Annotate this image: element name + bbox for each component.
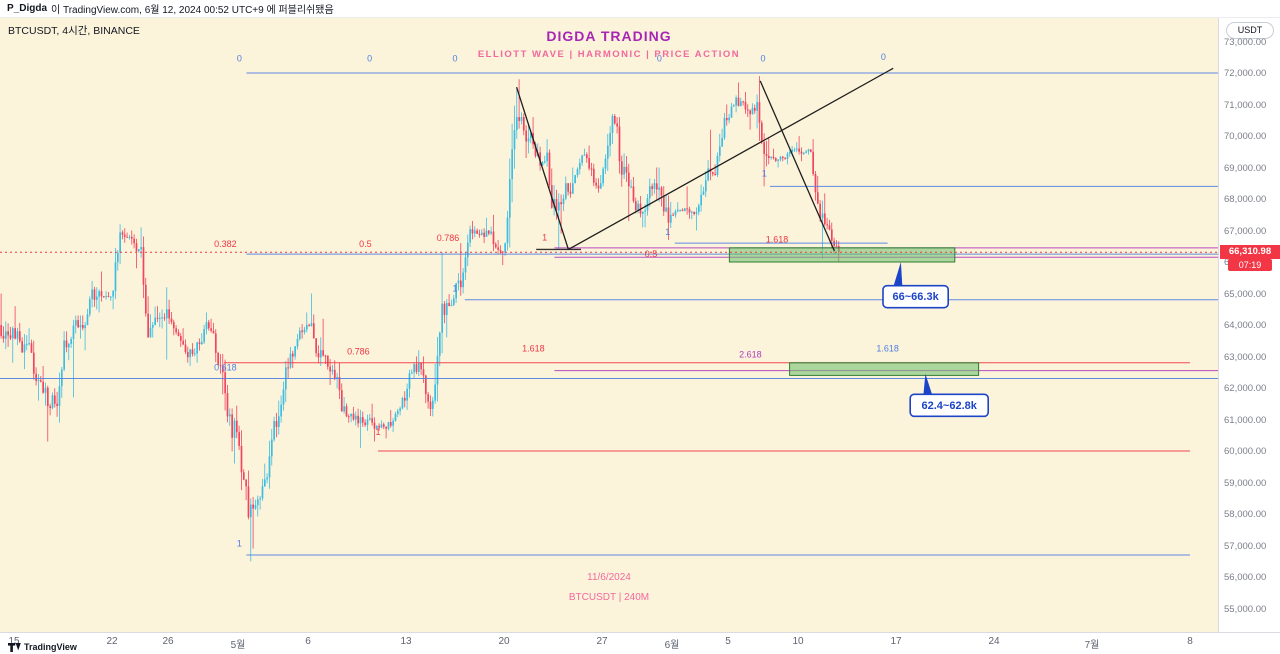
tradingview-logo[interactable]: TradingView — [8, 642, 77, 652]
trendlines[interactable] — [515, 67, 894, 252]
callout-label[interactable]: 66~66.3k — [882, 262, 949, 309]
price-axis-label: 57,000.00 — [1224, 540, 1267, 552]
svg-text:0.5: 0.5 — [645, 249, 658, 259]
chart-subtitle: ELLIOTT WAVE | HARMONIC | PRICE ACTION — [477, 49, 741, 60]
price-axis-label: 70,000.00 — [1224, 131, 1267, 142]
time-axis-label: 8 — [1187, 636, 1193, 647]
svg-text:62.4~62.8k: 62.4~62.8k — [922, 400, 978, 412]
svg-text:2.618: 2.618 — [739, 350, 762, 360]
time-axis-label: 6월 — [664, 640, 680, 651]
svg-text:1: 1 — [237, 539, 242, 549]
time-axis-label: 6 — [305, 636, 311, 647]
price-axis-label: 55,000.00 — [1224, 603, 1267, 615]
tradingview-mark — [8, 642, 21, 652]
time-axis-label: 7월 — [1084, 640, 1100, 651]
svg-text:1.618: 1.618 — [876, 343, 899, 353]
time-axis-label: 13 — [400, 636, 412, 647]
price-axis-label: 60,000.00 — [1224, 446, 1267, 457]
svg-text:66~66.3k: 66~66.3k — [893, 291, 940, 303]
tradingview-logo-text: TradingView — [24, 642, 77, 652]
candlestick-chart[interactable]: 0.382 0.5 0.786 1 1.618 0.5 0 0 0 0 0 0 1 1 1 1 0.618 0.7… — [0, 18, 1218, 632]
svg-text:0.382: 0.382 — [214, 239, 237, 249]
price-axis-label: 62,000.00 — [1224, 383, 1267, 394]
svg-text:1: 1 — [542, 232, 547, 242]
price-axis-label: 64,000.00 — [1224, 320, 1267, 331]
footer-date: 11/6/2024 — [587, 572, 631, 583]
time-axis-label: 24 — [988, 636, 1000, 647]
last-price-badge: 66,310.98 — [1220, 245, 1280, 260]
time-axis-label: 26 — [162, 636, 174, 647]
svg-text:1: 1 — [762, 169, 767, 179]
svg-text:1: 1 — [665, 227, 670, 237]
svg-text:0: 0 — [657, 54, 662, 64]
horizontal-price-levels — [0, 72, 1218, 556]
price-axis-label: 65,000.00 — [1224, 288, 1267, 300]
price-axis-label: 56,000.00 — [1224, 572, 1267, 583]
chart-pane[interactable]: 0.382 0.5 0.786 1 1.618 0.5 0 0 0 0 0 0 1 1 1 1 0.618 0.7… — [0, 18, 1218, 632]
svg-text:1.618: 1.618 — [522, 343, 545, 353]
price-axis-label: 68,000.00 — [1224, 194, 1267, 205]
callout-label[interactable]: 62.4~62.8k — [909, 373, 990, 418]
price-axis-label: 72,000.00 — [1224, 68, 1267, 79]
supply-zones[interactable] — [728, 247, 980, 376]
svg-text:1: 1 — [375, 427, 380, 437]
svg-text:0: 0 — [367, 54, 372, 64]
price-axis-label: 63,000.00 — [1224, 351, 1267, 363]
publish-info: 이 TradingView.com, 6월 12, 2024 00:52 UTC… — [51, 5, 334, 16]
time-axis-label: 5 — [725, 636, 731, 647]
price-axis-label: 59,000.00 — [1224, 477, 1267, 489]
footer-symbol: BTCUSDT | 240M — [568, 592, 650, 603]
publisher-name[interactable]: P_Digda — [7, 3, 48, 14]
time-axis-labels: 15 22 26 5월 6 13 20 27 6월 5 10 17 24 7월 8 — [0, 636, 1218, 651]
time-axis-label: 15 — [8, 636, 20, 647]
svg-text:0: 0 — [760, 54, 765, 64]
time-axis-label: 22 — [106, 636, 118, 647]
time-axis-label: 10 — [792, 636, 804, 647]
candlestick-series — [0, 76, 840, 562]
price-axis-label: 69,000.00 — [1224, 162, 1267, 174]
price-axis-label: 71,000.00 — [1224, 99, 1267, 111]
svg-text:0: 0 — [881, 52, 886, 62]
svg-text:0.618: 0.618 — [214, 362, 237, 372]
price-axis-label: 61,000.00 — [1224, 414, 1267, 426]
time-axis[interactable]: 15 22 26 5월 6 13 20 27 6월 5 10 17 24 7월 8 TradingView — [0, 632, 1280, 654]
svg-text:0: 0 — [452, 54, 457, 64]
svg-text:1: 1 — [452, 284, 457, 294]
svg-text:0.5: 0.5 — [359, 239, 372, 249]
price-axis-label: 58,000.00 — [1224, 509, 1267, 520]
price-axis-label: 73,000.00 — [1224, 36, 1267, 48]
svg-text:0: 0 — [237, 54, 242, 64]
svg-text:0.786: 0.786 — [437, 233, 460, 243]
fibonacci-labels: 0.382 0.5 0.786 1 1.618 0.5 0 0 0 0 0 0 1 1 1 1 0.618 0.7… — [214, 52, 899, 549]
publish-bar: P_Digda 이 TradingView.com, 6월 12, 2024 0… — [0, 0, 1280, 18]
price-axis[interactable]: USDT 73,000.00 72,000.00 71,000.00 70,000.0… — [1218, 18, 1280, 632]
time-axis-label: 20 — [498, 636, 510, 647]
time-axis-label: 27 — [596, 636, 608, 647]
time-axis-label: 5월 — [230, 640, 246, 651]
svg-text:1.618: 1.618 — [766, 235, 789, 245]
price-axis-label: 67,000.00 — [1224, 225, 1267, 237]
time-axis-label: 17 — [890, 636, 902, 647]
svg-text:0.786: 0.786 — [347, 347, 370, 357]
symbol-legend[interactable]: BTCUSDT, 4시간, BINANCE — [8, 25, 140, 37]
bar-countdown-badge: 07:19 — [1228, 259, 1272, 272]
chart-title: DIGDA TRADING — [546, 28, 672, 44]
currency-toggle-button[interactable]: USDT — [1226, 22, 1274, 39]
